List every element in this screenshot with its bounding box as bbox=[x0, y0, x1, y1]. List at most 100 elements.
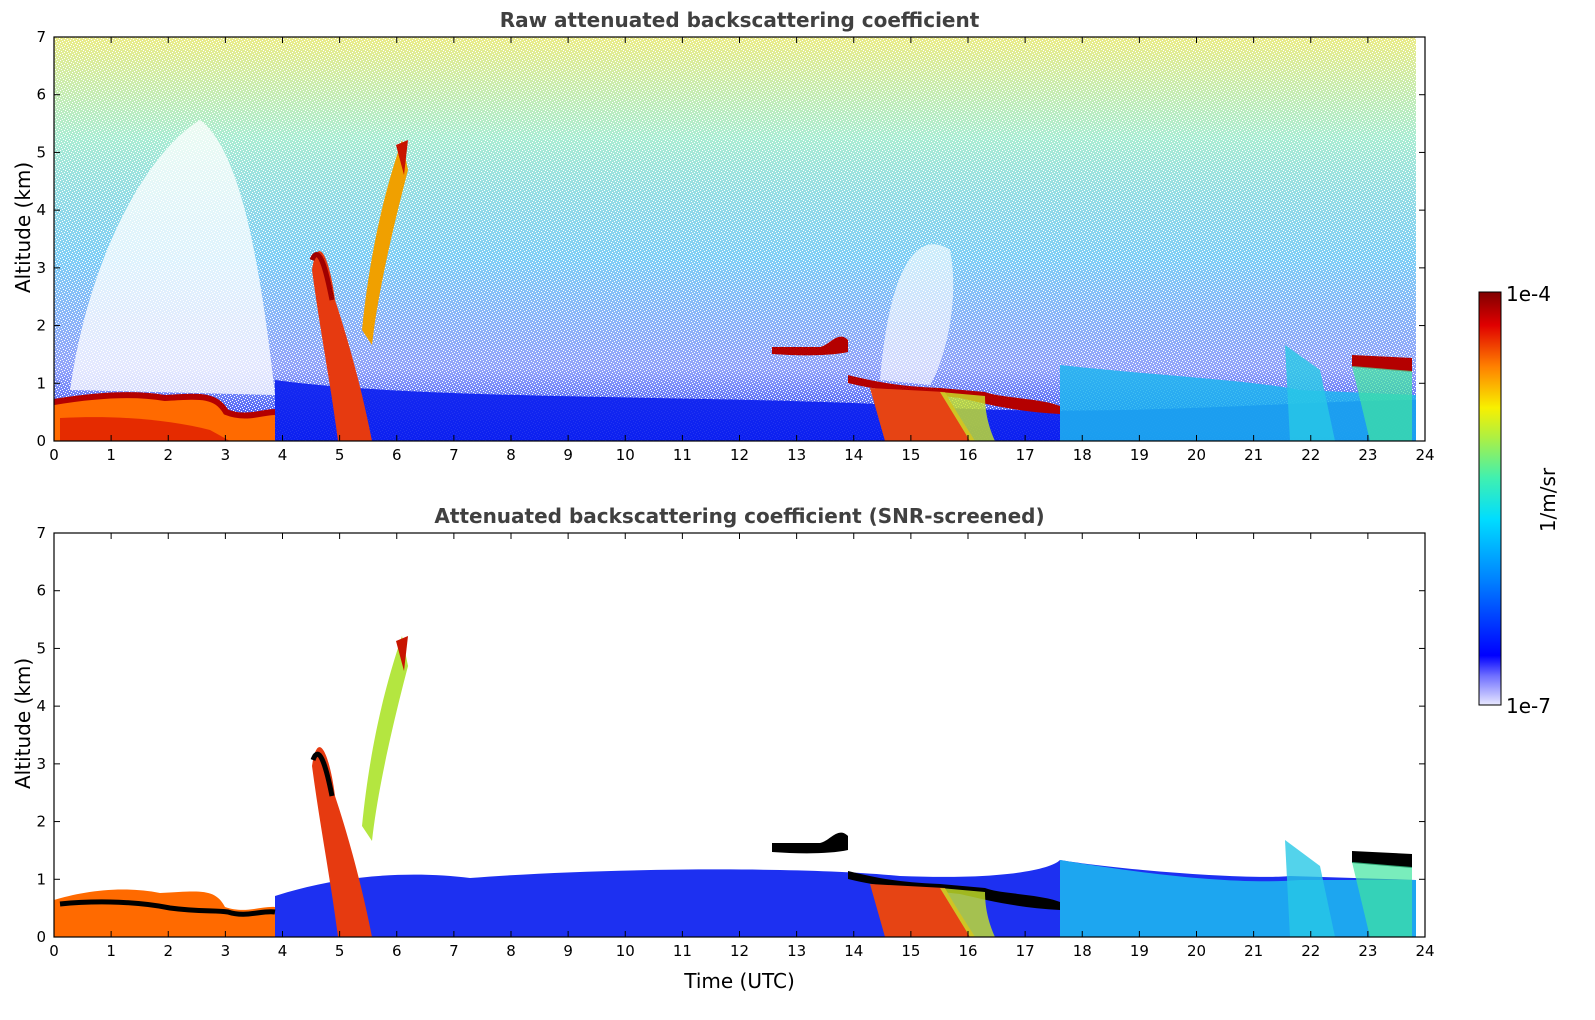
x-tick-label: 14 bbox=[844, 446, 863, 464]
x-tick-label: 15 bbox=[901, 942, 920, 960]
x-tick-label: 19 bbox=[1130, 446, 1149, 464]
y-tick-label: 1 bbox=[36, 870, 46, 888]
y-tick-label: 7 bbox=[36, 524, 46, 542]
cloud-layer bbox=[772, 832, 848, 854]
x-tick-label: 12 bbox=[730, 446, 749, 464]
x-tick-label: 10 bbox=[616, 942, 635, 960]
x-tick-label: 22 bbox=[1301, 942, 1320, 960]
x-tick-label: 24 bbox=[1415, 942, 1434, 960]
cloud-plume bbox=[312, 251, 372, 441]
cloud-plume bbox=[312, 747, 372, 937]
x-tick-label: 17 bbox=[1016, 446, 1035, 464]
x-tick-label: 1 bbox=[106, 942, 116, 960]
y-tick-label: 3 bbox=[36, 755, 46, 773]
colorbar-min-label: 1e-7 bbox=[1506, 694, 1551, 718]
x-tick-label: 18 bbox=[1073, 446, 1092, 464]
x-tick-label: 23 bbox=[1358, 446, 1377, 464]
cloud-layer bbox=[772, 336, 848, 356]
x-tick-label: 0 bbox=[49, 942, 59, 960]
x-tick-label: 12 bbox=[730, 942, 749, 960]
x-tick-label: 1 bbox=[106, 446, 116, 464]
x-tick-label: 11 bbox=[673, 942, 692, 960]
cloud-plume-edge bbox=[310, 751, 335, 797]
cloud-layer bbox=[1352, 862, 1412, 937]
cloud-layer bbox=[1352, 366, 1412, 441]
virga-streak bbox=[362, 636, 408, 841]
top-panel-title: Raw attenuated backscattering coefficien… bbox=[499, 8, 980, 32]
x-tick-label: 3 bbox=[221, 446, 231, 464]
x-tick-label: 19 bbox=[1130, 942, 1149, 960]
x-tick-label: 24 bbox=[1415, 446, 1434, 464]
bottom-y-axis-label: Altitude (km) bbox=[11, 657, 35, 789]
y-tick-label: 3 bbox=[36, 259, 46, 277]
y-tick-label: 0 bbox=[36, 928, 46, 946]
x-tick-label: 21 bbox=[1244, 942, 1263, 960]
precipitation-shaft-fade bbox=[940, 888, 995, 937]
y-tick-label: 5 bbox=[36, 639, 46, 657]
colorbar bbox=[1478, 291, 1502, 706]
x-tick-label: 20 bbox=[1187, 446, 1206, 464]
y-tick-label: 0 bbox=[36, 432, 46, 450]
boundary-layer-top bbox=[59, 899, 276, 917]
x-tick-label: 0 bbox=[49, 446, 59, 464]
raw-backscatter-panel bbox=[53, 36, 1426, 442]
axes-group: 0 1 2 3 4 5 6 7 8 9 10 11 12 13 14 15 16 17 18 19 20 21 22 23 24… bbox=[36, 28, 1434, 960]
x-tick-label: 4 bbox=[278, 446, 288, 464]
x-tick-label: 22 bbox=[1301, 446, 1320, 464]
x-tick-label: 5 bbox=[335, 446, 345, 464]
x-tick-label: 7 bbox=[449, 942, 459, 960]
x-tick-label: 23 bbox=[1358, 942, 1377, 960]
noise-speckle bbox=[54, 37, 1416, 441]
aerosol-column bbox=[1285, 345, 1335, 441]
x-tick-label: 9 bbox=[563, 942, 573, 960]
y-tick-label: 2 bbox=[36, 317, 46, 335]
boundary-layer-top bbox=[53, 392, 276, 419]
x-tick-label: 21 bbox=[1244, 446, 1263, 464]
x-tick-label: 20 bbox=[1187, 942, 1206, 960]
x-tick-label: 7 bbox=[449, 446, 459, 464]
y-tick-label: 1 bbox=[36, 374, 46, 392]
x-axis-label: Time (UTC) bbox=[684, 969, 795, 993]
x-tick-label: 18 bbox=[1073, 942, 1092, 960]
y-tick-label: 4 bbox=[36, 201, 46, 219]
boundary-layer-core bbox=[60, 417, 230, 441]
x-tick-label: 13 bbox=[787, 942, 806, 960]
precipitation-shaft-fade bbox=[940, 392, 995, 441]
y-tick-label: 5 bbox=[36, 143, 46, 161]
virga-streak bbox=[362, 140, 408, 345]
y-tick-label: 6 bbox=[36, 86, 46, 104]
x-tick-label: 10 bbox=[616, 446, 635, 464]
x-tick-label: 8 bbox=[506, 942, 516, 960]
y-tick-label: 4 bbox=[36, 697, 46, 715]
x-tick-label: 2 bbox=[163, 942, 173, 960]
x-tick-label: 2 bbox=[163, 446, 173, 464]
clear-sky-region bbox=[70, 120, 275, 395]
x-tick-label: 11 bbox=[673, 446, 692, 464]
x-tick-label: 16 bbox=[958, 942, 977, 960]
virga-streak-top bbox=[396, 636, 408, 671]
x-tick-label: 14 bbox=[844, 942, 863, 960]
x-tick-label: 3 bbox=[221, 942, 231, 960]
colorbar-max-label: 1e-4 bbox=[1506, 282, 1551, 306]
virga-streak-top bbox=[396, 140, 408, 175]
x-tick-label: 6 bbox=[392, 446, 402, 464]
y-tick-label: 2 bbox=[36, 813, 46, 831]
x-tick-label: 5 bbox=[335, 942, 345, 960]
x-tick-label: 13 bbox=[787, 446, 806, 464]
colorbar-unit-label: 1/m/sr bbox=[1536, 467, 1560, 533]
colorbar-gradient bbox=[1478, 291, 1502, 706]
x-tick-label: 8 bbox=[506, 446, 516, 464]
bottom-panel-title: Attenuated backscattering coefficient (S… bbox=[434, 504, 1045, 528]
x-tick-label: 16 bbox=[958, 446, 977, 464]
x-tick-label: 4 bbox=[278, 942, 288, 960]
aerosol-column bbox=[1285, 840, 1335, 937]
screened-backscatter-panel bbox=[53, 532, 1426, 938]
clear-sky-region bbox=[880, 244, 954, 385]
x-tick-label: 6 bbox=[392, 942, 402, 960]
y-tick-label: 7 bbox=[36, 28, 46, 46]
x-tick-label: 15 bbox=[901, 446, 920, 464]
cloud-plume-edge bbox=[309, 252, 335, 301]
x-tick-label: 17 bbox=[1016, 942, 1035, 960]
y-tick-label: 6 bbox=[36, 582, 46, 600]
